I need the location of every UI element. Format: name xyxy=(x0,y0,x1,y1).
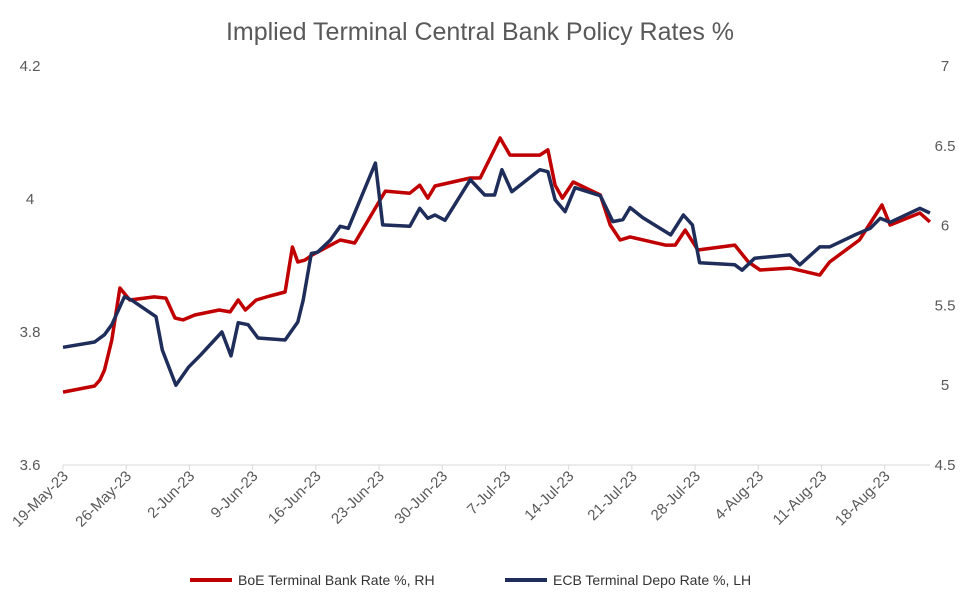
x-tick-label: 16-Jun-23 xyxy=(265,468,325,528)
x-tick-label: 18-Aug-23 xyxy=(832,468,894,530)
x-tick-label: 9-Jun-23 xyxy=(208,468,262,522)
y-left-tick-label: 4 xyxy=(26,191,34,208)
x-tick-label: 28-Jul-23 xyxy=(648,468,704,524)
y-left-tick-label: 3.8 xyxy=(20,324,41,341)
y-left-tick-label: 3.6 xyxy=(20,457,41,474)
y-right-tick-label: 5.5 xyxy=(935,297,956,314)
x-tick-label: 7-Jul-23 xyxy=(464,468,514,518)
legend: BoE Terminal Bank Rate %, RH ECB Termina… xyxy=(190,572,751,588)
chart-title: Implied Terminal Central Bank Policy Rat… xyxy=(226,18,734,46)
y-right-tick-label: 7 xyxy=(941,58,949,75)
x-tick-label: 19-May-23 xyxy=(9,468,72,531)
y-right-tick-label: 6.5 xyxy=(935,138,956,155)
x-tick-label: 21-Jul-23 xyxy=(584,468,640,524)
y-right-tick-label: 5 xyxy=(941,377,949,394)
legend-label-ecb: ECB Terminal Depo Rate %, LH xyxy=(553,572,751,588)
x-tick-label: 2-Jun-23 xyxy=(144,468,198,522)
x-tick-label: 4-Aug-23 xyxy=(711,468,767,524)
legend-label-boe: BoE Terminal Bank Rate %, RH xyxy=(238,572,435,588)
y-right-tick-label: 4.5 xyxy=(935,457,956,474)
x-tick-label: 26-May-23 xyxy=(72,468,135,531)
x-tick-label: 30-Jun-23 xyxy=(391,468,451,528)
y-right-tick-label: 6 xyxy=(941,218,949,235)
x-tick-label: 11-Aug-23 xyxy=(770,468,831,529)
series-line-boe xyxy=(62,136,932,394)
series-line-ecb xyxy=(62,161,931,387)
y-left-tick-label: 4.2 xyxy=(20,58,41,75)
x-tick-label: 23-Jun-23 xyxy=(328,468,388,528)
x-tick-label: 14-Jul-23 xyxy=(521,468,577,524)
